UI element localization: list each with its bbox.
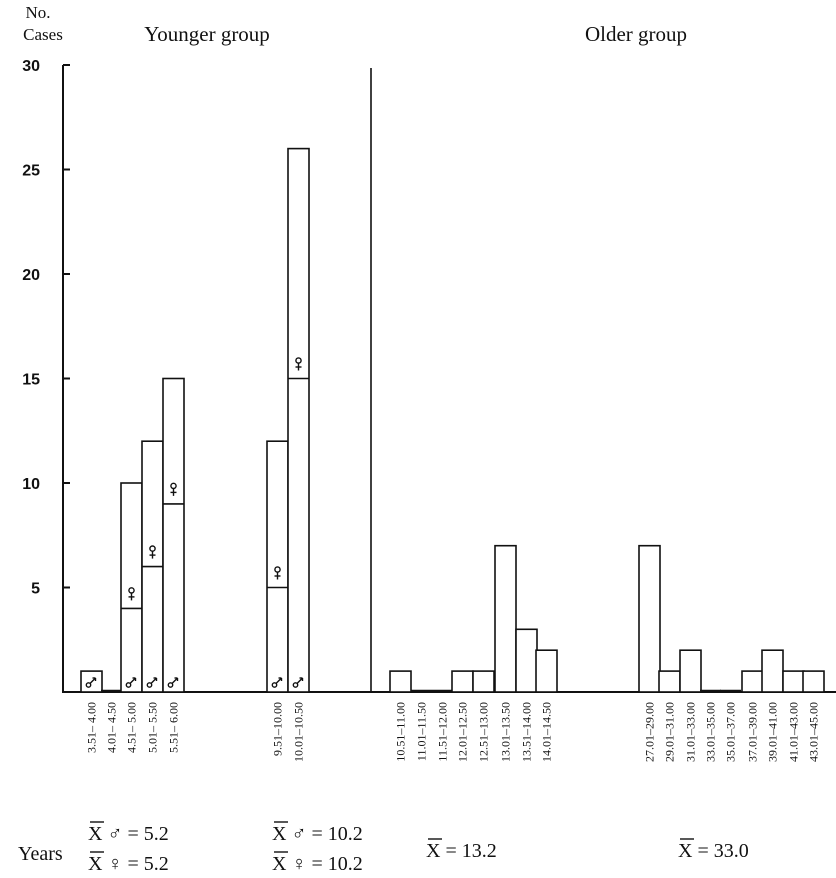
histogram-bar <box>494 544 517 693</box>
y-tick-label: 25 <box>22 163 40 180</box>
x-tick-label: 10.01–10.50 <box>292 702 306 762</box>
mean-younger-1-male: X ♂ = 5.2 <box>88 823 169 845</box>
x-tick-label: 5.01– 5.50 <box>146 702 160 753</box>
mean-older-1: X = 13.2 <box>426 840 497 862</box>
male-symbol <box>85 677 97 688</box>
x-tick-label: 11.01–11.50 <box>415 702 429 761</box>
histogram-bar <box>741 670 764 693</box>
mean-older-2: X = 33.0 <box>678 840 749 862</box>
male-symbol <box>292 677 304 688</box>
x-tick-label: 13.51–14.00 <box>520 702 534 762</box>
x-tick-label: 37.01–39.00 <box>746 702 760 762</box>
older-group-title: Older group <box>585 22 687 46</box>
female-symbol <box>295 357 302 371</box>
x-tick-label: 5.51– 6.00 <box>167 702 181 753</box>
x-tick-label: 10.51–11.00 <box>394 702 408 762</box>
x-tick-label: 9.51–10.00 <box>271 702 285 756</box>
x-tick-label: 14.01–14.50 <box>540 702 554 762</box>
histogram-bar <box>162 377 185 693</box>
histogram-bar <box>451 670 474 693</box>
y-tick-label: 30 <box>22 58 40 75</box>
y-tick-label: 5 <box>31 581 40 598</box>
histogram-bar <box>679 649 702 693</box>
x-tick-label: 3.51– 4.00 <box>85 702 99 753</box>
mean-younger-2-female: X ♀ = 10.2 <box>272 853 363 875</box>
x-tick-label: 33.01–35.00 <box>704 702 718 762</box>
histogram-bar <box>802 670 825 693</box>
x-tick-label: 12.01–12.50 <box>456 702 470 762</box>
histogram-bar <box>638 544 661 693</box>
mean-overbars <box>90 821 694 853</box>
female-symbol <box>128 587 135 601</box>
male-symbol <box>271 677 283 688</box>
mean-younger-2-male: X ♂ = 10.2 <box>272 823 363 845</box>
mean-younger-1-female: X ♀ = 5.2 <box>88 853 169 875</box>
x-tick-label: 31.01–33.00 <box>684 702 698 762</box>
x-tick-label: 35.01–37.00 <box>724 702 738 762</box>
histogram-bar <box>287 147 310 693</box>
y-tick-label: 15 <box>22 372 40 389</box>
male-symbol <box>146 677 158 688</box>
x-tick-label: 41.01–43.00 <box>787 702 801 762</box>
male-symbol <box>125 677 137 688</box>
histogram-bar <box>782 670 805 693</box>
x-tick-label: 29.01–31.00 <box>663 702 677 762</box>
years-label: Years <box>18 843 63 865</box>
younger-group-title: Younger group <box>144 22 270 46</box>
male-symbol <box>167 677 179 688</box>
y-axis-label-line1: No. <box>25 3 50 22</box>
histogram-bar <box>535 649 558 693</box>
x-tick-label: 4.01– 4.50 <box>105 702 119 753</box>
female-symbol <box>149 545 156 559</box>
y-tick-label: 20 <box>22 267 40 284</box>
x-tick-label: 11.51–12.00 <box>436 702 450 762</box>
female-symbol <box>274 566 281 580</box>
histogram-bar <box>515 628 538 693</box>
x-tick-label: 27.01–29.00 <box>643 702 657 762</box>
histogram-bar <box>472 670 495 693</box>
x-tick-label: 43.01–45.00 <box>807 702 821 762</box>
x-tick-label: 4.51– 5.00 <box>125 702 139 753</box>
y-tick-label: 10 <box>22 476 40 493</box>
histogram-bar <box>389 670 412 693</box>
y-axis-label-line2: Cases <box>23 25 63 44</box>
x-tick-label: 39.01–41.00 <box>766 702 780 762</box>
histogram-bar <box>658 670 681 693</box>
x-tick-label: 13.01–13.50 <box>499 702 513 762</box>
female-symbol <box>170 482 177 496</box>
x-tick-label: 12.51–13.00 <box>477 702 491 762</box>
histogram-bar <box>761 649 784 693</box>
